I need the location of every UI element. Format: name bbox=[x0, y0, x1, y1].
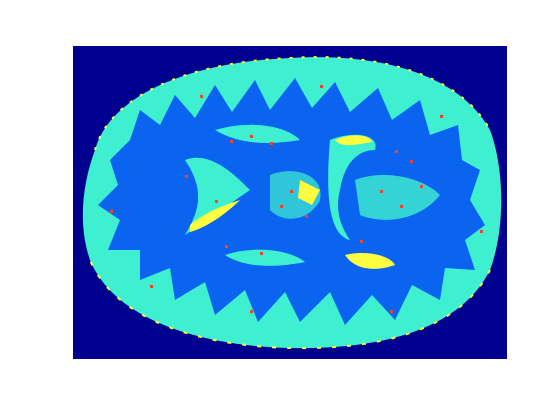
deep-gray bbox=[225, 249, 305, 266]
rim-detail bbox=[89, 259, 491, 350]
deep-gray bbox=[215, 124, 300, 143]
rim-detail bbox=[94, 56, 491, 151]
deep-gray-detail bbox=[298, 180, 320, 205]
ventricle bbox=[328, 134, 376, 240]
ventricle bbox=[185, 157, 250, 235]
deep-gray bbox=[355, 175, 440, 220]
ventricle-edge bbox=[190, 200, 240, 232]
ventricle-edge bbox=[335, 135, 372, 146]
speckles bbox=[110, 85, 483, 313]
deep-gray-detail bbox=[345, 253, 395, 269]
